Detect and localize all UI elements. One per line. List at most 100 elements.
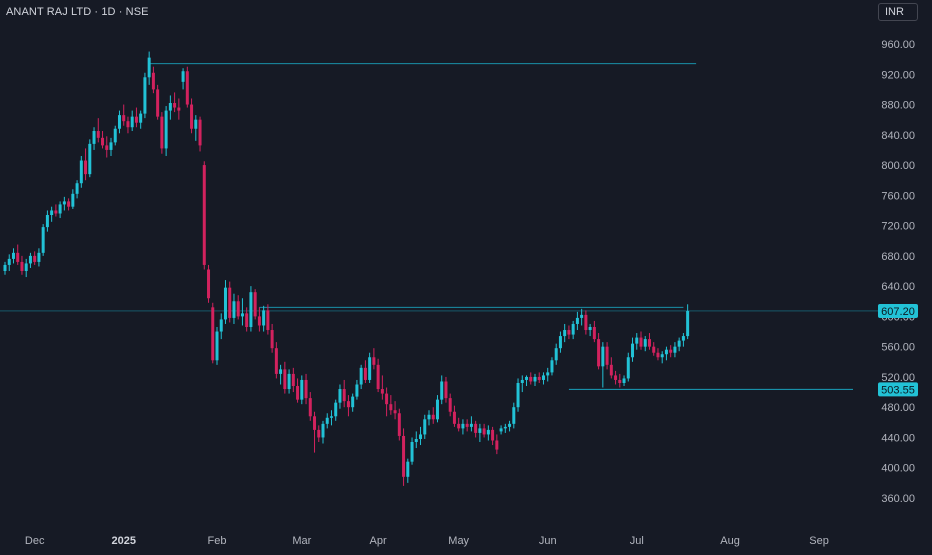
candle-body [558,336,562,349]
candle [245,307,249,332]
candle-body [575,317,579,324]
candle-body [283,369,287,390]
candle-body [329,416,333,418]
candle [117,110,121,134]
candle [571,320,575,340]
candle [452,405,456,427]
candle-body [109,142,113,150]
candle [465,419,469,432]
y-tick-label: 560.00 [881,342,915,354]
candle-body [194,119,198,129]
candle-body [486,429,490,435]
candle-body [622,378,626,383]
candle [681,333,685,347]
candle [202,161,206,270]
candle-body [355,384,359,397]
candle-body [117,115,121,129]
candle-body [647,339,651,347]
candle [609,357,613,379]
x-tick-label: Dec [25,535,45,547]
price-tag-bg [878,382,918,397]
candle [427,410,431,426]
level-lines-layer [0,63,878,390]
candle-body [363,367,367,380]
candle [346,395,350,417]
candle-body [660,354,664,358]
candle-body [491,429,495,441]
candle [457,417,461,432]
x-tick-label: Sep [809,535,829,547]
candle-body [266,310,270,331]
candle-body [7,258,11,265]
candle [389,395,393,415]
candle-body [419,434,423,439]
candle [181,68,185,90]
candle [126,116,130,134]
candle-body [643,339,647,347]
x-tick-label: May [448,535,469,547]
candle-body [567,330,571,335]
candle-body [469,423,473,427]
candle-body [79,160,83,184]
candle-body [177,107,181,111]
candle-body [376,364,380,390]
candle [11,248,15,264]
candle-body [219,319,223,332]
candle [677,337,681,352]
candle [16,244,20,265]
x-tick-label: Aug [720,535,740,547]
candle-body [54,210,58,214]
candle [122,104,126,126]
candle-body [317,429,321,438]
candle [101,131,105,149]
candle [664,346,668,361]
price-tag-label: 503.55 [881,384,915,396]
candle [7,254,11,271]
candle [686,304,690,340]
y-tick-label: 440.00 [881,432,915,444]
candle [546,367,550,382]
y-tick-label: 480.00 [881,402,915,414]
candle-body [62,201,66,205]
candle-body [508,423,512,427]
price-tag: 607.20 [878,303,918,318]
candle [580,308,584,326]
candle [139,110,143,129]
candle-body [635,337,639,344]
candle-body [380,389,384,394]
candle [37,248,41,267]
x-tick-label: Jun [539,535,557,547]
candle [660,351,664,364]
candle-body [681,336,685,341]
candle [639,331,643,350]
candle [423,414,427,439]
candle [440,375,444,405]
candle [525,375,529,387]
candle-body [321,423,325,438]
candle [406,458,410,483]
candle-body [673,346,677,353]
candle-body [372,357,376,365]
candle [177,98,181,120]
candle [33,251,37,265]
candle-body [41,227,45,253]
candle [185,66,189,108]
candle-body [406,461,410,477]
candle-body [614,375,618,380]
candle [215,326,219,365]
candle [287,369,291,394]
candle-body [257,316,261,326]
candle [3,261,7,275]
candle-body [618,379,622,383]
candle [554,343,558,365]
candle [669,345,673,358]
candle [168,95,172,120]
y-tick-label: 360.00 [881,493,915,505]
candle [228,281,232,323]
candle-body [173,103,177,108]
currency-button[interactable]: INR [878,3,918,21]
candle [575,311,579,331]
candle [397,408,401,441]
